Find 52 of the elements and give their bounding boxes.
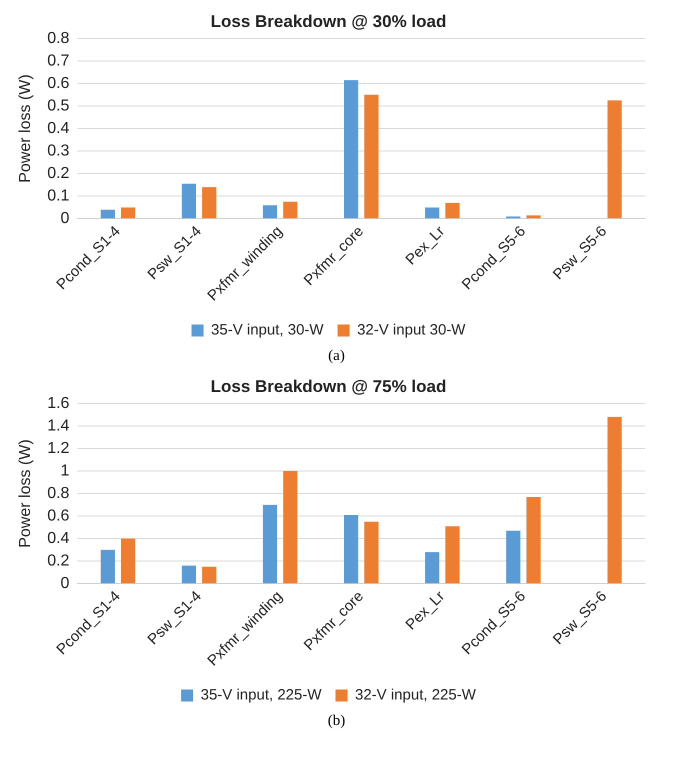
- bar: [100, 550, 115, 584]
- bar: [344, 80, 358, 218]
- chart-title: Loss Breakdown @ 30% load: [210, 12, 446, 31]
- bar: [425, 207, 440, 218]
- legend-label: 35-V input, 225-W: [200, 686, 322, 704]
- bar: [182, 184, 196, 218]
- y-tick-label: 0.4: [47, 530, 70, 548]
- y-tick-label: 0.2: [47, 552, 70, 570]
- y-tick-label: 0.8: [47, 30, 70, 47]
- y-axis-title: Power loss (W): [17, 74, 34, 183]
- y-axis-title: Power loss (W): [17, 439, 34, 548]
- bar: [262, 205, 278, 218]
- y-tick-label: 1: [60, 462, 70, 480]
- bar: [526, 496, 541, 584]
- bar: [608, 416, 622, 584]
- y-tick-label: 1.4: [47, 417, 70, 434]
- y-tick-label: 0.3: [47, 142, 70, 160]
- legend-label: 32-V input 30-W: [357, 322, 466, 339]
- bar: [100, 210, 115, 218]
- bar: [445, 526, 460, 584]
- bar: [121, 207, 136, 218]
- bar: [364, 522, 378, 584]
- bar: [364, 94, 378, 218]
- bar: [344, 514, 358, 584]
- y-tick-label: 0: [60, 575, 70, 592]
- y-tick-label: 0.5: [47, 97, 70, 114]
- y-tick-label: 0.2: [47, 165, 70, 182]
- legend-label: 32-V input, 225-W: [355, 686, 477, 704]
- bar: [506, 530, 520, 584]
- bar: [283, 202, 298, 218]
- y-tick-label: 0.4: [47, 120, 70, 137]
- y-tick-label: 0: [60, 210, 70, 228]
- text: (b): [326, 713, 346, 730]
- y-tick-label: 0.8: [47, 484, 70, 502]
- y-tick-label: 0.7: [47, 52, 70, 70]
- y-tick-label: 0.6: [47, 508, 70, 524]
- bar: [121, 538, 136, 584]
- text: (a): [327, 348, 346, 365]
- y-tick-label: 1.6: [47, 394, 70, 412]
- bar: [202, 566, 216, 584]
- legend-label: 35-V input, 30-W: [211, 322, 324, 339]
- y-tick-label: 0.1: [47, 188, 70, 205]
- bar: [182, 566, 196, 584]
- bar: [445, 202, 460, 218]
- bar: [262, 504, 278, 584]
- y-tick-label: 1.2: [47, 440, 70, 457]
- bar: [608, 100, 622, 218]
- y-tick-label: 0.6: [47, 74, 70, 92]
- bar: [425, 552, 440, 584]
- bar: [202, 187, 216, 218]
- chart-title: Loss Breakdown @ 75% load: [210, 376, 446, 396]
- bar: [283, 471, 298, 584]
